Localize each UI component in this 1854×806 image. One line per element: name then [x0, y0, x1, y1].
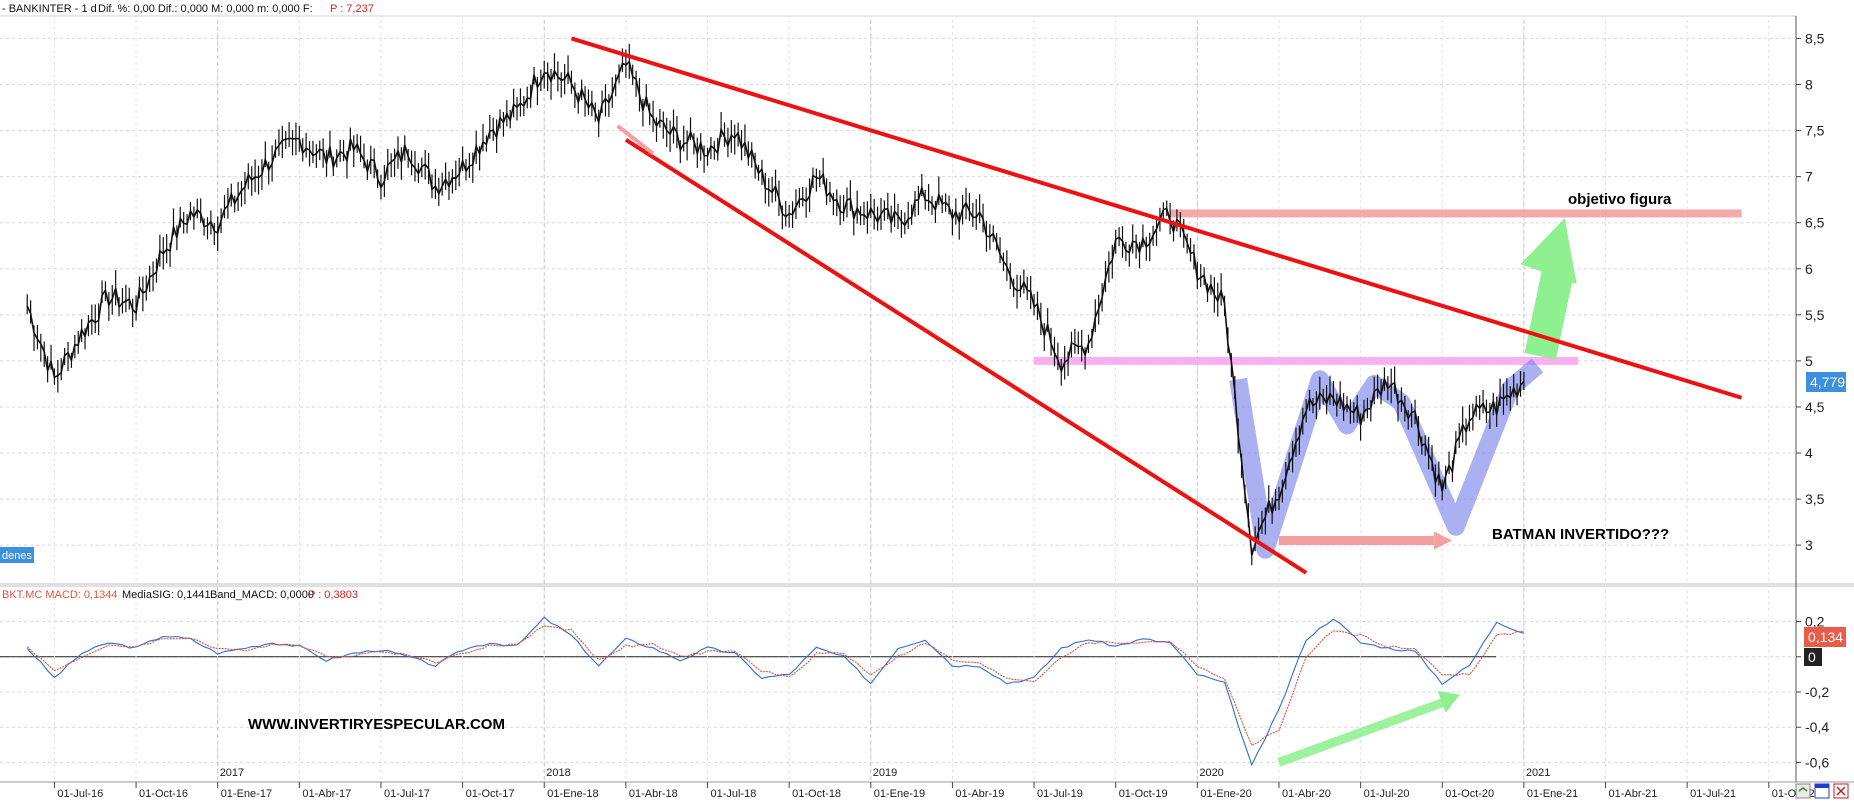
lower-trendline [624, 138, 1308, 575]
price-y-tick-label: 6,5 [1805, 215, 1825, 231]
x-tick-label: 01-Jul-20 [1364, 788, 1410, 800]
x-tick-label: 01-Jul-17 [384, 788, 430, 800]
macd-value-tag: 0,134 [1808, 629, 1843, 645]
price-y-tick-label: 5,5 [1805, 307, 1825, 323]
macd-panel-header-bar [0, 587, 1796, 602]
neckline-band [1034, 356, 1579, 365]
macd-header-p: P : 0,3803 [308, 589, 358, 601]
watermark-text: WWW.INVERTIRYESPECULAR.COM [248, 716, 505, 733]
instrument-label: - BANKINTER - 1 d [2, 3, 97, 15]
x-tick-label: 01-Ene-20 [1200, 788, 1251, 800]
price-y-tick-label: 8 [1805, 76, 1813, 92]
price-y-axis: 8,5 8 7,5 7 6,5 6 5,5 5 4,5 4 3,5 3 [1796, 30, 1825, 553]
x-tick-label: 01-Abr-20 [1282, 788, 1331, 800]
price-y-tick-label: 3,5 [1805, 491, 1825, 507]
x-tick-label: 01-Oct-19 [1119, 788, 1168, 800]
price-y-tick-label: 5 [1805, 353, 1813, 369]
x-tick-label: 01-Oct-16 [139, 788, 188, 800]
x-tick-label: 01-Oct-17 [466, 788, 515, 800]
target-arrow-shaft [1524, 264, 1575, 360]
x-tick-label: 01-Abr-17 [302, 788, 351, 800]
macd-y-tick-label: -0,6 [1805, 754, 1829, 770]
pattern-annotation: BATMAN INVERTIDO??? [1492, 526, 1669, 543]
macd-y-tick-label: -0,2 [1805, 684, 1829, 700]
macd-line [26, 616, 1525, 767]
price-y-tick-label: 7,5 [1805, 123, 1825, 139]
macd-y-tick-label: 0,2 [1805, 614, 1825, 630]
x-tick-label: 01-Jul-21 [1690, 788, 1736, 800]
upper-trendline [570, 36, 1743, 400]
year-label: 2020 [1199, 767, 1223, 779]
x-tick-label: 01-Oct-18 [792, 788, 841, 800]
price-y-tick-label: 8,5 [1805, 30, 1825, 46]
x-axis: 01-Jul-16 01-Oct-16 01-Ene-17 01-Abr-17 01-J… [53, 767, 1821, 800]
x-tick-label: 01-Oct-20 [1445, 788, 1494, 800]
last-price-tag-box [1806, 372, 1846, 392]
x-tick-label: 01-Abr-19 [955, 788, 1004, 800]
x-tick-label: 01-Jul-16 [57, 788, 103, 800]
target-arrow-head [1520, 218, 1577, 285]
macd-y-tick-label: -0,4 [1805, 719, 1829, 735]
scroll-right-icon[interactable] [1795, 783, 1811, 799]
year-label: 2017 [220, 767, 244, 779]
macd-divergence-arrow-head [1437, 690, 1460, 713]
x-tick-label: 01-Jul-19 [1037, 788, 1083, 800]
year-label: 2019 [873, 767, 897, 779]
macd-header-signal: MediaSIG: 0,1441 [122, 589, 211, 601]
year-label: 2021 [1526, 767, 1550, 779]
year-label: 2018 [546, 767, 570, 779]
x-tick-label: 01-Abr-18 [629, 788, 678, 800]
macd-zero-tag-box [1804, 648, 1822, 666]
macd-zero-tag: 0 [1808, 649, 1816, 665]
price-series [26, 36, 1743, 575]
macd-panel-divider [0, 583, 1854, 587]
price-y-tick-label: 7 [1805, 169, 1813, 185]
price-y-tick-label: 3 [1805, 537, 1813, 553]
x-tick-label: 01-Jul-18 [711, 788, 757, 800]
x-tick-label: 01-Ene-17 [221, 788, 272, 800]
grid [0, 20, 1796, 780]
macd-header-band: Band_MACD: 0,0000 [210, 589, 314, 601]
x-tick-label: 01-Abr-21 [1609, 788, 1658, 800]
macd-header-series: BKT.MC MACD: 0,1344 [2, 589, 118, 601]
signal-line [26, 625, 1524, 747]
horizontal-arrow-head [1434, 531, 1453, 550]
header-last-value: P : 7,237 [330, 3, 374, 15]
macd-series [26, 616, 1525, 767]
header-stats: Dif. %: 0,00 Dif.: 0,000 M: 0,000 m: 0,0… [98, 3, 313, 15]
close-icon[interactable] [1833, 783, 1849, 799]
x-tick-label: 01-Ene-21 [1527, 788, 1578, 800]
x-tick-label: 01-Ene-19 [874, 788, 925, 800]
chart-window-icon[interactable] [1814, 783, 1830, 799]
macd-divergence-arrow-shaft [1277, 696, 1450, 767]
price-y-tick-label: 4,5 [1805, 399, 1825, 415]
left-tag-box [0, 547, 34, 563]
left-tag-text: denes [2, 550, 32, 562]
price-y-tick-label: 4 [1805, 445, 1813, 461]
price-y-tick-label: 6 [1805, 261, 1813, 277]
macd-y-axis: 0,2 -0,2 -0,4 -0,6 [1796, 614, 1829, 770]
target-level-band [1170, 209, 1742, 218]
target-annotation: objetivo figura [1568, 191, 1672, 208]
price-panel-header-bar [0, 0, 1796, 16]
macd-value-tag-box [1804, 627, 1846, 647]
x-tick-label: 01-Ene-18 [547, 788, 598, 800]
lower-trendline-start-mark [616, 124, 655, 156]
last-price-tag: 4,779 [1810, 374, 1845, 390]
